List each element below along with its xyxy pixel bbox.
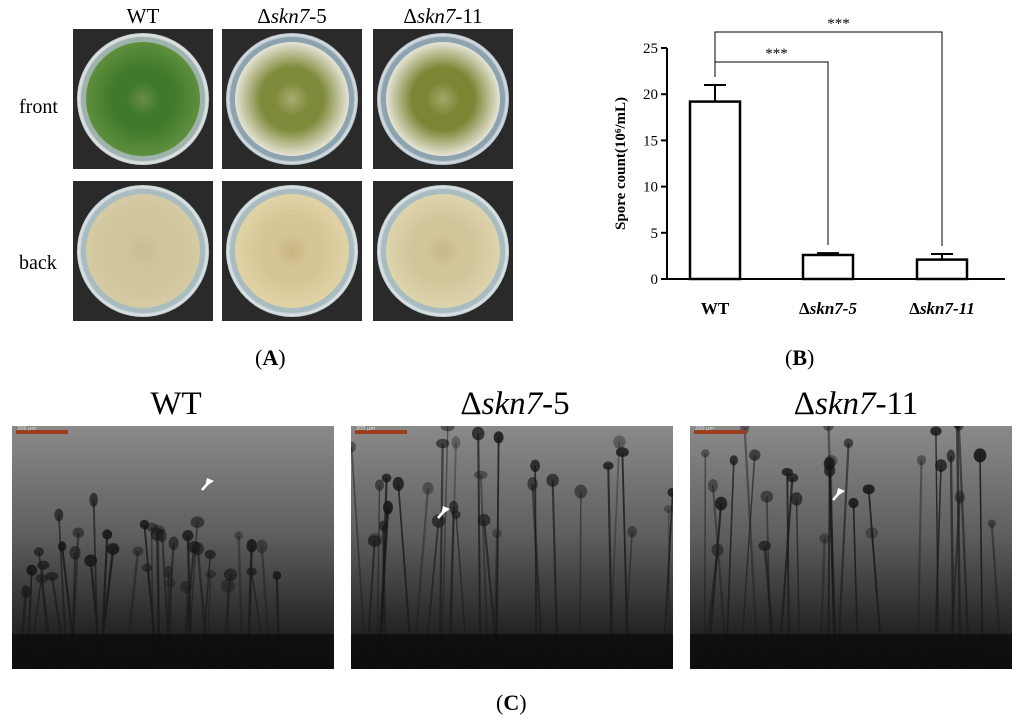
x-tick-label: Δskn7-11 [909,299,974,318]
micro-title-skn7-5: Δskn7-5 [460,386,570,422]
petri-plate-image [226,185,358,317]
column-label-skn7-11: Δskn7-11 [403,4,483,28]
spore-count-bar-chart: 0 5 10 15 20 25 Spore count(10⁶/mL) WT Δskn7-5 Δs… [613,16,1005,318]
significance-label: *** [827,16,850,32]
column-label-wt: WT [126,4,160,28]
scale-bar [16,430,68,434]
significance-bracket [714,31,943,247]
row-label-front: front [19,96,58,118]
micrograph-skn7-5: 200 μm [351,426,673,669]
panel-label-b: (B) [785,345,815,370]
row-label-back: back [19,252,57,274]
x-tick-label: Δskn7-5 [799,299,857,318]
y-tick-label: 15 [643,133,658,149]
petri-plate-back [73,181,213,321]
scale-bar-label: 200 μm [17,426,37,432]
micrograph-skn7-11: 200 μm [690,426,1012,669]
panel-label-c: (C) [496,690,527,715]
petri-plate-image [226,33,358,165]
y-tick-label: 25 [643,41,658,57]
significance-label: *** [765,46,788,62]
scale-bar-label: 200 μm [695,426,715,432]
micrograph-wt-image [12,426,334,669]
petri-plate-image [377,185,509,317]
micrograph-wt: 200 μm [12,426,334,669]
panel-label-a: (A) [255,345,286,370]
petri-plate-back [373,181,513,321]
y-tick-label: 10 [643,180,658,196]
scale-bar [355,430,407,434]
bar-2 [915,258,969,281]
petri-plate-back [222,181,362,321]
y-tick-label: 0 [651,272,659,288]
scale-bar-label: 200 μm [356,426,376,432]
petri-plate-image [77,33,209,165]
petri-plate-image [77,185,209,317]
bar-0 [688,100,742,281]
petri-plate-image [377,33,509,165]
micro-title-skn7-11: Δskn7-11 [793,386,919,422]
petri-plate-front [222,29,362,169]
micro-title-wt: WT [150,386,202,422]
petri-plate-front [373,29,513,169]
micrograph-skn7-5-image [351,426,673,669]
column-label-skn7-5: Δskn7-5 [257,4,327,28]
micrograph-skn7-11-image [690,426,1012,669]
y-tick-label: 5 [651,226,659,242]
y-tick-label: 20 [643,87,658,103]
x-tick-label: WT [701,299,730,318]
bar-1 [801,253,855,281]
scale-bar [694,430,746,434]
petri-plate-front [73,29,213,169]
y-axis-label: Spore count(10⁶/mL) [613,97,629,230]
